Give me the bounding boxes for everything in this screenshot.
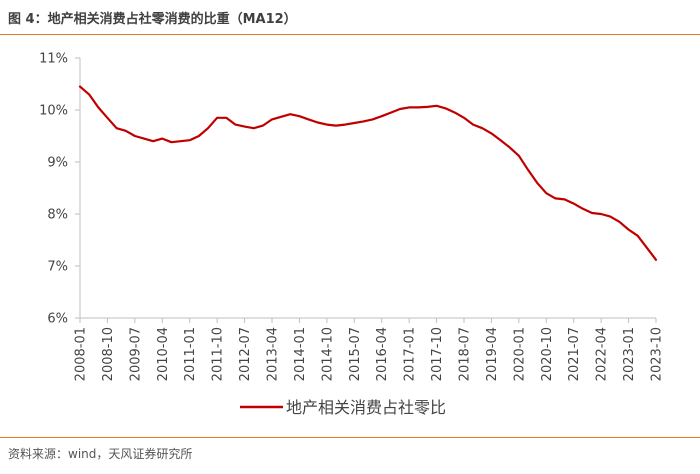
series-layer <box>78 85 658 261</box>
y-axis-tick-labels: 6% 7% 8% 9% 10% 11% <box>39 52 68 327</box>
y-tick-label: 10% <box>39 104 68 119</box>
x-tick-label: 2011-10 <box>211 327 226 381</box>
source-note: 资料来源：wind，天风证券研究所 <box>8 447 193 461</box>
x-tick-label: 2023-10 <box>650 327 665 381</box>
figure-title: 图 4：地产相关消费占社零消费的比重（MA12） <box>8 12 297 27</box>
legend: 地产相关消费占社零比 <box>240 398 446 417</box>
x-tick-label: 2018-07 <box>458 327 473 381</box>
x-tick-label: 2012-07 <box>238 327 253 381</box>
x-tick-label: 2013-04 <box>266 327 281 381</box>
x-tick-label: 2014-10 <box>320 327 335 381</box>
x-tick-label: 2009-07 <box>128 327 143 381</box>
x-tick-label: 2017-01 <box>403 327 418 381</box>
series-line <box>78 85 658 261</box>
x-tick-label: 2011-01 <box>183 327 198 381</box>
footer-divider <box>0 437 700 438</box>
x-tick-label: 2020-10 <box>540 327 555 381</box>
x-tick-label: 2008-10 <box>101 327 116 381</box>
x-tick-label: 2015-07 <box>348 327 363 381</box>
y-tick-label: 11% <box>39 52 68 67</box>
title-divider <box>0 34 700 35</box>
y-tick-label: 8% <box>47 208 68 223</box>
x-tick-label: 2019-04 <box>485 327 500 381</box>
x-tick-label: 2010-04 <box>156 327 171 381</box>
x-tick-label: 2022-04 <box>595 327 610 381</box>
chart-axes <box>75 57 657 323</box>
x-tick-label: 2021-07 <box>567 327 582 381</box>
y-tick-label: 6% <box>47 312 68 327</box>
x-tick-label: 2020-01 <box>512 327 527 381</box>
y-tick-label: 7% <box>47 260 68 275</box>
x-tick-label: 2023-01 <box>622 327 637 381</box>
x-tick-label: 2017-10 <box>430 327 445 381</box>
x-tick-label: 2008-01 <box>74 327 89 381</box>
legend-label: 地产相关消费占社零比 <box>286 398 446 417</box>
x-axis-tick-labels: 2008-01 2008-10 2009-07 2010-04 2011-01 2011-… <box>74 327 665 381</box>
x-tick-label: 2016-04 <box>375 327 390 381</box>
y-tick-label: 9% <box>47 156 68 171</box>
x-tick-label: 2014-01 <box>293 327 308 381</box>
